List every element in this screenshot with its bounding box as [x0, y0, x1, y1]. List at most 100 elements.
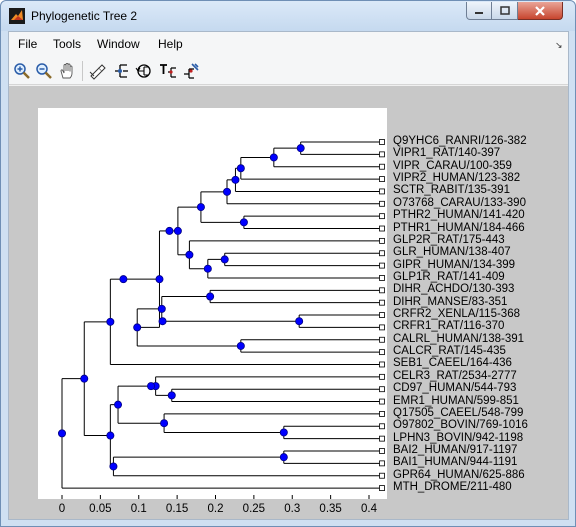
leaf-node: [379, 188, 385, 195]
branch-node: [279, 428, 288, 437]
branch-node: [160, 419, 169, 428]
leaf-label: CD97_HUMAN/544-793: [393, 382, 517, 395]
leaf-node: [379, 176, 385, 182]
menu-bar: File Tools Window Help ↘: [9, 32, 568, 57]
pan-button[interactable]: [56, 60, 78, 82]
branch-node: [296, 144, 305, 153]
leaf-node: [379, 163, 385, 170]
tree-axes[interactable]: [38, 108, 387, 499]
branch-node: [158, 317, 167, 326]
zoom-in-icon: [14, 63, 30, 79]
minimize-icon: [475, 11, 483, 14]
branch-node: [239, 218, 248, 227]
leaf-label: BAI1_HUMAN/944-1191: [393, 456, 518, 469]
x-tick-label: 0.15: [165, 503, 189, 515]
prune-button[interactable]: [180, 60, 202, 82]
rename-icon: [160, 64, 176, 78]
leaf-node: [379, 386, 385, 393]
matlab-logo-icon: [9, 8, 25, 24]
leaf-label: EMR1_HUMAN/599-851: [393, 394, 519, 407]
rotate-branch-button[interactable]: [133, 60, 155, 82]
x-tick-label: 0.05: [89, 503, 112, 515]
minimize-button[interactable]: [466, 2, 492, 20]
branch-node: [57, 429, 66, 438]
dock-arrow-icon[interactable]: ↘: [555, 40, 563, 50]
leaf-label: MTH_DROME/211-480: [393, 481, 512, 494]
title-bar[interactable]: Phylogenetic Tree 2: [1, 1, 575, 31]
branch-node: [106, 317, 115, 326]
inspect-icon: [89, 64, 106, 80]
branch-node: [185, 250, 194, 259]
leaf-label: PTHR2_HUMAN/141-420: [393, 209, 525, 222]
tree-plot: [57, 139, 385, 499]
leaf-node: [379, 423, 385, 430]
leaf-node: [379, 485, 385, 491]
leaf-label: O97802_BOVIN/769-1016: [393, 419, 528, 432]
x-tick-label: 0.2: [207, 503, 224, 515]
leaf-label: CALRL_HUMAN/138-391: [393, 332, 525, 345]
branch-node: [119, 275, 128, 284]
leaf-node: [379, 435, 385, 442]
leaf-node: [379, 472, 385, 479]
figure-client-area: File Tools Window Help ↘: [8, 31, 569, 520]
leaf-label: GLP2R_RAT/175-443: [393, 233, 505, 246]
x-tick-label: 0.35: [319, 503, 342, 515]
leaf-label: DIHR_MANSE/83-351: [393, 295, 508, 308]
rename-node-button[interactable]: [157, 60, 179, 82]
leaf-label: CELR3_RAT/2534-2777: [393, 369, 517, 382]
menu-file[interactable]: File: [18, 37, 38, 51]
leaf-node: [379, 287, 385, 294]
branch-node: [80, 374, 89, 383]
leaf-node: [379, 225, 385, 232]
inspect-tool-button[interactable]: [87, 60, 109, 82]
rotate-icon: [135, 64, 151, 78]
leaf-node: [379, 151, 385, 158]
figure-canvas: Q9YHC6_RANRI/126-382 VIPR1_RAT/140-397 VIP…: [9, 86, 568, 519]
branch-node: [165, 226, 174, 235]
leaf-label: PTHR1_HUMAN/184-466: [393, 221, 525, 234]
zoom-in-button[interactable]: [11, 60, 33, 82]
leaf-node: [379, 200, 385, 207]
leaf-node: [379, 237, 385, 244]
leaf-label: O73768_CARAU/133-390: [393, 196, 526, 209]
leaf-node: [379, 299, 385, 306]
zoom-out-button[interactable]: [33, 60, 55, 82]
leaf-label: Q9YHC6_RANRI/126-382: [393, 135, 527, 147]
branch-node: [133, 323, 142, 332]
branch-node: [106, 431, 115, 440]
leaf-node: [379, 448, 385, 454]
leaf-label: SEB1_CAEEL/164-436: [393, 357, 512, 370]
close-icon: [535, 5, 545, 16]
leaf-label: DIHR_ACHDO/130-393: [393, 283, 515, 296]
branch-node: [196, 203, 205, 212]
leaf-node: [379, 361, 385, 368]
x-tick-label: 0: [58, 503, 66, 515]
leaf-node: [379, 398, 385, 405]
branch-node: [220, 255, 229, 264]
close-button[interactable]: [518, 2, 563, 20]
menu-tools[interactable]: Tools: [53, 37, 82, 51]
leaf-label: VIPR1_RAT/140-397: [393, 147, 501, 160]
toolbar-separator: [82, 61, 83, 81]
collapse-expand-button[interactable]: [110, 60, 132, 82]
leaf-node: [379, 411, 385, 417]
leaf-label: GIPR_HUMAN/134-399: [393, 258, 516, 271]
maximize-button[interactable]: [492, 2, 518, 20]
menu-help[interactable]: Help: [158, 37, 183, 51]
leaf-node: [379, 262, 385, 269]
x-tick-label: 0.4: [361, 503, 377, 515]
zoom-out-icon: [36, 63, 52, 79]
menu-window[interactable]: Window: [97, 37, 140, 51]
branch-node: [236, 341, 245, 350]
leaf-label: CRFR2_XENLA/115-368: [393, 308, 520, 321]
x-tick-label: 0.3: [284, 503, 301, 515]
branch-node: [269, 153, 278, 162]
branch-node: [203, 264, 212, 273]
leaf-label: LPHN3_BOVIN/942-1198: [393, 431, 524, 444]
leaf-node: [379, 460, 385, 467]
leaf-node: [379, 324, 385, 331]
leaf-node: [379, 213, 385, 220]
prune-icon: [184, 63, 199, 79]
leaf-node: [379, 336, 385, 343]
branch-node: [223, 187, 232, 196]
